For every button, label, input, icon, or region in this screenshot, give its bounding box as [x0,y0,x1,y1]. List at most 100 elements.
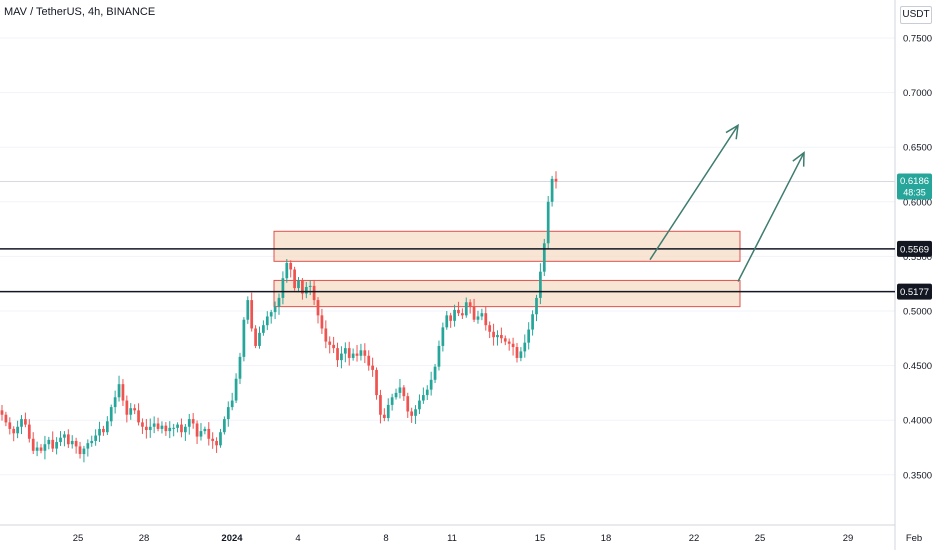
candle-body [554,178,558,182]
candle-body [379,395,382,415]
candle-body [363,350,367,356]
y-tick-label: 0.6500 [903,143,932,154]
candle-body [410,411,414,416]
candle-body [453,309,456,321]
candle-body [320,315,324,329]
candle-body [437,345,441,367]
candle-body [343,348,347,354]
candle-body [82,448,86,455]
candle-body [129,408,133,415]
candle-body [265,316,269,326]
candle-body [297,280,300,289]
candle-body [191,419,195,424]
level-price-label: 0.5177 [900,287,929,298]
bar-countdown-label: 48:35 [903,187,926,197]
candle-body [133,408,137,411]
candle-body [468,302,472,307]
candle-body [359,350,363,356]
candle-body [184,426,187,433]
candle-body [207,428,211,439]
currency-selector[interactable]: USDT [900,6,932,24]
candle-body [285,262,289,279]
candle-body [273,306,277,313]
candle-body [117,384,121,398]
candle-body [425,389,429,396]
candle-body [78,446,82,455]
candle-body [187,419,191,427]
candle-body [421,395,425,401]
candle-body [51,439,55,449]
candle-body [246,300,250,320]
candle-body [8,422,12,429]
candle-body [328,341,332,345]
candle-body [531,314,534,330]
candle-body [414,409,417,416]
candle-body [351,353,355,358]
candle-body [367,355,371,366]
candle-body [195,423,199,437]
candle-body [340,353,343,361]
candle-body [441,327,445,346]
y-tick-label: 0.3500 [903,470,932,481]
candle-body [234,378,238,401]
candle-body [398,387,402,393]
x-tick-label: 29 [843,533,854,544]
candle-body [542,243,546,272]
support-zone-2 [273,279,741,308]
candle-body [74,440,78,447]
candle-body [180,424,183,433]
candle-body [312,285,316,301]
candle-body [63,434,66,438]
candle-body [445,315,449,328]
candle-body [47,439,51,445]
candle-body [484,313,488,326]
candle-body [66,434,70,445]
y-tick-label: 0.4500 [903,361,932,372]
candle-body [332,344,335,349]
current-price-label: 0.6186 [900,176,929,187]
candle-body [289,262,293,270]
candle-body [35,447,39,451]
x-tick-label: 15 [535,533,546,544]
candle-body [121,384,125,401]
candle-body [0,410,4,415]
candle-body [464,302,468,316]
candle-body [254,328,257,346]
candle-body [31,438,35,451]
candle-body [347,348,351,358]
candle-body [215,440,218,446]
symbol-title: MAV / TetherUS, 4h, BINANCE [4,6,156,18]
candle-body [113,397,117,408]
x-tick-label: 2024 [221,533,243,544]
candle-body [277,297,281,307]
candle-body [492,331,495,338]
candle-body [20,419,23,427]
candle-body [164,425,168,432]
candle-body [324,328,328,342]
candle-body [304,286,308,294]
candle-body [199,431,203,437]
candle-body [390,397,394,405]
candle-body [223,419,226,433]
candle-body [242,319,246,357]
candle-body [457,309,460,314]
y-tick-label: 0.5500 [903,252,932,263]
y-tick-label: 0.5000 [903,307,932,318]
level-price-badge [897,283,932,300]
candle-body [523,342,527,352]
candle-body [546,201,550,244]
candle-body [269,312,273,317]
y-tick-label: 0.7500 [903,34,932,45]
candle-body [250,300,254,329]
y-tick-label: 0.4000 [903,416,932,427]
candle-body [511,343,515,348]
candle-body [109,407,113,422]
candle-body [301,280,304,294]
candle-body [98,428,101,436]
candle-body [480,313,484,317]
candle-body [230,400,234,408]
candle-body [203,428,207,432]
candle-body [386,404,390,419]
candle-body [507,341,511,344]
